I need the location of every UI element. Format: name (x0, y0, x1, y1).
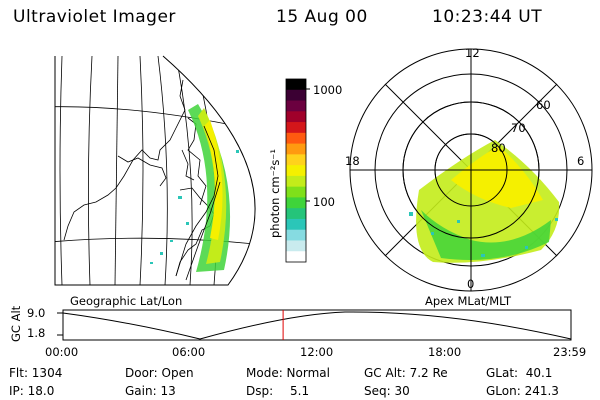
altitude-curve (62, 311, 572, 340)
polar-plot-label: Apex MLat/MLT (425, 294, 512, 308)
colorbar-cell (286, 208, 306, 220)
gain-value: Gain: 13 (125, 384, 176, 398)
ip-value: IP: 18.0 (9, 384, 55, 398)
mode-value: Mode: Normal (246, 366, 330, 380)
colorbar-cell (286, 89, 306, 102)
flight-number: Flt: 1304 (9, 366, 63, 380)
sequence-number: Seq: 30 (364, 384, 410, 398)
colorbar-tick-100: 100 (313, 195, 335, 209)
colorbar-cell (286, 218, 306, 231)
altitude-xtick-0: 00:00 (45, 345, 79, 359)
polar-plot (349, 48, 593, 292)
mlt-label-12: 12 (465, 46, 480, 60)
colorbar-cell (286, 229, 306, 241)
instrument-title: Ultraviolet Imager (13, 7, 176, 27)
mlat-label-80: 80 (491, 141, 506, 155)
geo-map-label: Geographic Lat/Lon (70, 294, 183, 308)
altitude-xtick-3: 18:00 (428, 345, 462, 359)
mlat-label-60: 60 (536, 98, 551, 112)
geo-latitude: GLat: 40.1 (486, 366, 553, 380)
altitude-plot (57, 309, 572, 341)
colorbar-cell (286, 132, 306, 145)
altitude-xtick-1: 06:00 (172, 345, 206, 359)
mlt-label-0: 0 (467, 277, 475, 291)
colorbar-cell (286, 122, 306, 134)
geo-aurora-band (150, 104, 239, 272)
colorbar-cell (286, 240, 306, 252)
dsp-label: Dsp: (246, 384, 274, 398)
mlt-label-6: 6 (577, 154, 585, 168)
gc-altitude: GC Alt: 7.2 Re (364, 366, 448, 380)
polar-aurora-oval (409, 140, 560, 263)
colorbar-cell (286, 186, 306, 198)
colorbar-cell (286, 100, 306, 112)
mlat-label-70: 70 (511, 121, 526, 135)
date-label: 15 Aug 00 (276, 7, 368, 27)
altitude-xtick-2: 12:00 (300, 345, 334, 359)
colorbar-cell (286, 154, 306, 166)
colorbar-cell (286, 111, 306, 123)
colorbar-label: photon cm⁻²s⁻¹ (268, 149, 282, 238)
mlt-label-18: 18 (345, 154, 360, 168)
time-label: 10:23:44 UT (432, 7, 543, 27)
altitude-ytick-high: 9.0 (27, 306, 46, 320)
colorbar-cell (286, 165, 306, 177)
colorbar (285, 78, 310, 263)
colorbar-cell (286, 197, 306, 209)
dsp-value: 5.1 (290, 384, 310, 398)
door-status: Door: Open (125, 366, 194, 380)
altitude-ytick-low: 1.8 (27, 326, 46, 340)
altitude-xtick-4: 23:59 (553, 345, 587, 359)
colorbar-cell (286, 175, 306, 188)
colorbar-gradient (286, 79, 306, 263)
colorbar-cell (286, 143, 306, 155)
colorbar-cell (286, 251, 306, 263)
colorbar-tick-1000: 1000 (313, 83, 343, 97)
colorbar-cell (286, 79, 306, 91)
geo-longitude: GLon: 241.3 (486, 384, 559, 398)
